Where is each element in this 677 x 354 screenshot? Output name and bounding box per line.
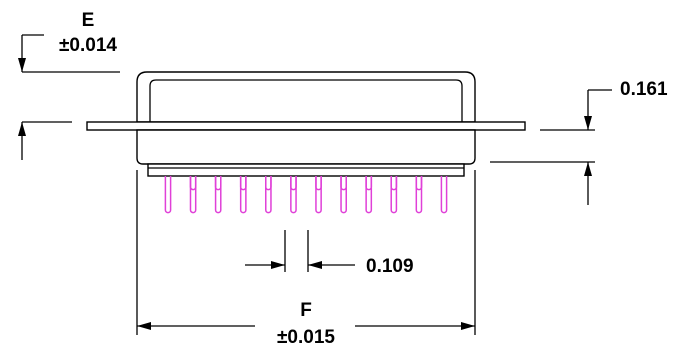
pins xyxy=(164,176,448,214)
dimension-pin-pitch-value: 0.109 xyxy=(366,256,414,277)
arrow-up-icon xyxy=(18,122,26,136)
lower-row-pin xyxy=(440,176,448,214)
arrow-right-icon xyxy=(461,322,475,330)
upper-row-pin xyxy=(390,176,398,191)
lower-row-pin xyxy=(415,176,423,214)
lower-row-pin xyxy=(390,176,398,214)
upper-row-pin xyxy=(365,176,373,191)
upper-row-pin xyxy=(265,176,272,191)
connector-body xyxy=(86,71,526,177)
dimension-e-tolerance: ±0.014 xyxy=(59,35,117,56)
arrow-right-icon xyxy=(271,261,285,269)
dimension-e: E ±0.014 xyxy=(18,10,120,160)
lower-row-pin xyxy=(365,176,373,214)
dimension-f-letter: F xyxy=(300,300,312,321)
dimension-flange-height: 0.161 xyxy=(490,79,668,205)
arrow-left-icon xyxy=(308,261,322,269)
dimension-e-letter: E xyxy=(82,10,95,31)
upper-row-pin xyxy=(415,176,423,191)
arrow-left-icon xyxy=(137,322,151,330)
dimension-flange-height-value: 0.161 xyxy=(620,79,668,100)
lower-row-pin xyxy=(340,176,347,214)
dimension-pin-pitch: 0.109 xyxy=(245,230,414,277)
lower-row-pin xyxy=(164,176,172,214)
upper-row-pin xyxy=(239,176,247,191)
lower-row-pin xyxy=(290,176,297,214)
arrow-up-icon xyxy=(584,162,592,176)
upper-row-pin xyxy=(189,176,197,191)
dimension-f: F ±0.015 xyxy=(136,170,476,348)
insert-body xyxy=(136,129,476,165)
flange xyxy=(86,121,526,131)
lower-row-pin xyxy=(265,176,272,214)
arrow-down-icon xyxy=(584,116,592,130)
upper-row-pin xyxy=(214,176,222,191)
lower-row-pin xyxy=(239,176,247,214)
arrow-down-icon xyxy=(18,58,26,72)
lower-row-pin xyxy=(315,176,322,214)
upper-row-pin xyxy=(315,176,322,191)
lower-row-pin xyxy=(214,176,222,214)
lower-row-pin xyxy=(189,176,197,214)
pin-base xyxy=(147,163,465,177)
upper-row-pin xyxy=(290,176,297,191)
dimension-f-tolerance: ±0.015 xyxy=(277,327,335,348)
upper-row-pin xyxy=(340,176,347,191)
